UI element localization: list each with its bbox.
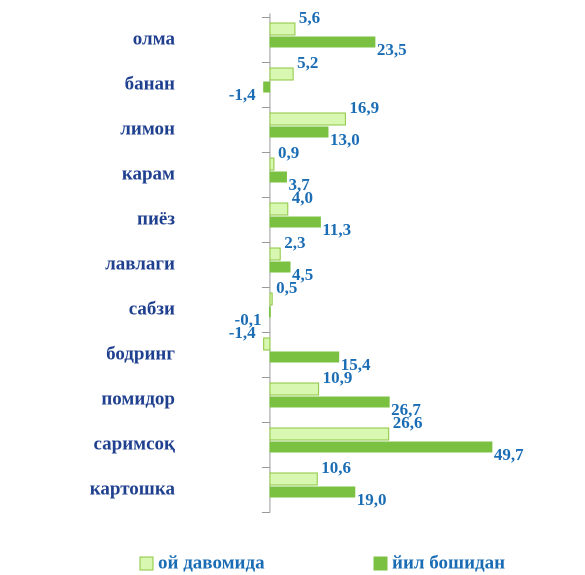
bar (269, 247, 281, 261)
category-label: лавлаги (105, 253, 175, 274)
legend-label: йил бошидан (392, 552, 505, 573)
bar (269, 382, 320, 396)
value-label: 15,4 (341, 355, 371, 374)
value-label: 23,5 (377, 40, 407, 59)
value-label: -1,4 (229, 323, 256, 342)
value-label: 0,9 (278, 143, 299, 162)
value-label: 16,9 (349, 98, 379, 117)
legend-swatch (373, 556, 388, 571)
bar (269, 292, 273, 306)
value-label: -1,4 (229, 85, 256, 104)
bar (269, 472, 318, 486)
bar (269, 67, 294, 81)
value-label: 10,9 (323, 368, 353, 387)
bar (269, 216, 321, 228)
bar (263, 337, 271, 351)
bar (269, 112, 346, 126)
bar (269, 36, 376, 48)
category-label: карам (122, 163, 175, 184)
value-label: 5,6 (299, 8, 320, 27)
bar (269, 202, 289, 216)
value-label: 49,7 (494, 445, 524, 464)
bar (269, 427, 390, 441)
value-label: 5,2 (297, 53, 318, 72)
category-label: пиёз (137, 208, 175, 229)
category-label: картошка (90, 478, 176, 499)
value-label: 2,3 (284, 233, 305, 252)
value-label: 13,0 (330, 130, 360, 149)
legend-swatch (139, 556, 154, 571)
value-label: 11,3 (322, 220, 351, 239)
value-label: 4,5 (292, 265, 313, 284)
bar (269, 171, 287, 183)
value-label: 19,0 (357, 490, 387, 509)
category-label: лимон (120, 118, 175, 139)
category-label: банан (125, 73, 175, 94)
bar (269, 441, 493, 453)
value-label: 3,7 (288, 175, 310, 194)
legend-label: ой давомида (158, 552, 265, 573)
value-label: 4,0 (292, 188, 313, 207)
value-label: -0,1 (235, 310, 262, 329)
category-label: саримсоқ (93, 433, 175, 454)
value-label: 26,6 (393, 413, 423, 432)
bar (269, 126, 329, 138)
bar (263, 81, 271, 93)
bar (269, 351, 340, 363)
value-label: 26,7 (391, 400, 421, 419)
category-label: бодринг (106, 343, 175, 364)
bar (269, 22, 296, 36)
bar (269, 486, 356, 498)
bar (269, 261, 291, 273)
bar (269, 157, 275, 171)
value-label: 10,6 (321, 458, 351, 477)
category-label: помидор (101, 388, 175, 409)
bar (269, 396, 390, 408)
bar (268, 306, 271, 318)
category-label: олма (133, 28, 176, 49)
value-label: 0,5 (276, 278, 297, 297)
category-label: сабзи (129, 298, 175, 319)
